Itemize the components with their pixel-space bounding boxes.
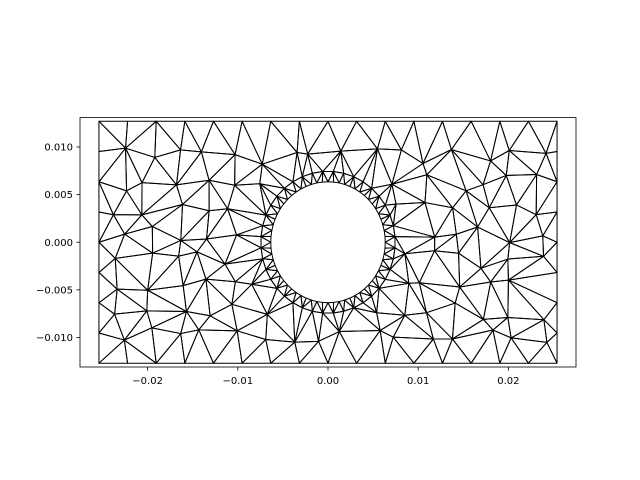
x-tick-label: −0.02	[132, 376, 163, 387]
x-tick-label: 0.01	[407, 376, 429, 387]
x-tick-label: −0.01	[222, 376, 253, 387]
y-tick-label: 0.000	[44, 238, 73, 249]
y-tick-label: 0.005	[44, 190, 73, 201]
y-tick-label: −0.005	[36, 285, 73, 296]
hole	[272, 183, 385, 302]
y-tick-label: −0.010	[36, 333, 73, 344]
x-tick-label: 0.02	[497, 376, 519, 387]
y-tick-label: 0.010	[44, 143, 73, 154]
hole-interior	[272, 183, 385, 302]
x-tick-label: 0.00	[317, 376, 339, 387]
